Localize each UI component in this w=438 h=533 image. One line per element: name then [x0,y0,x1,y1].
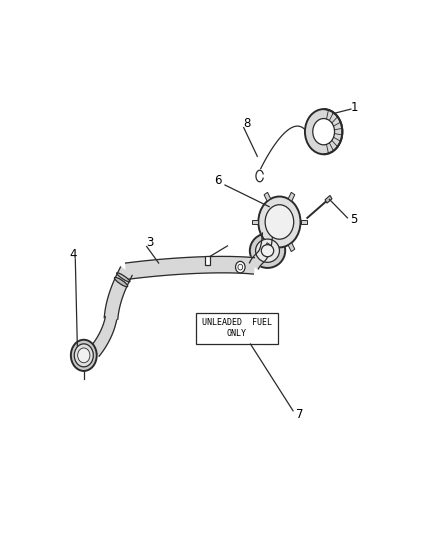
Circle shape [237,264,242,270]
Text: 4: 4 [70,248,77,261]
Text: 7: 7 [295,408,303,422]
Text: 3: 3 [146,236,153,249]
Polygon shape [287,243,294,252]
Text: 6: 6 [214,174,222,188]
Circle shape [74,344,93,367]
Polygon shape [252,220,258,224]
Circle shape [258,197,300,247]
Ellipse shape [261,245,273,257]
Polygon shape [125,256,254,279]
Ellipse shape [249,233,285,268]
Text: 8: 8 [243,117,250,130]
Polygon shape [287,192,294,201]
Circle shape [265,205,293,239]
Polygon shape [263,243,270,252]
Polygon shape [91,317,117,356]
Circle shape [235,261,244,273]
Ellipse shape [117,273,130,282]
Circle shape [78,348,90,363]
Polygon shape [300,220,306,224]
Polygon shape [263,192,270,201]
Text: UNLEADED  FUEL: UNLEADED FUEL [201,318,271,327]
Ellipse shape [255,239,279,262]
Text: ONLY: ONLY [226,329,246,338]
Circle shape [304,109,342,154]
Circle shape [71,340,96,371]
Polygon shape [104,267,132,319]
Polygon shape [324,196,331,203]
FancyBboxPatch shape [205,256,210,265]
Ellipse shape [114,277,127,287]
Text: 1: 1 [350,101,357,114]
Circle shape [312,118,334,145]
Polygon shape [249,233,272,269]
Text: 5: 5 [350,213,357,227]
FancyBboxPatch shape [196,313,277,344]
